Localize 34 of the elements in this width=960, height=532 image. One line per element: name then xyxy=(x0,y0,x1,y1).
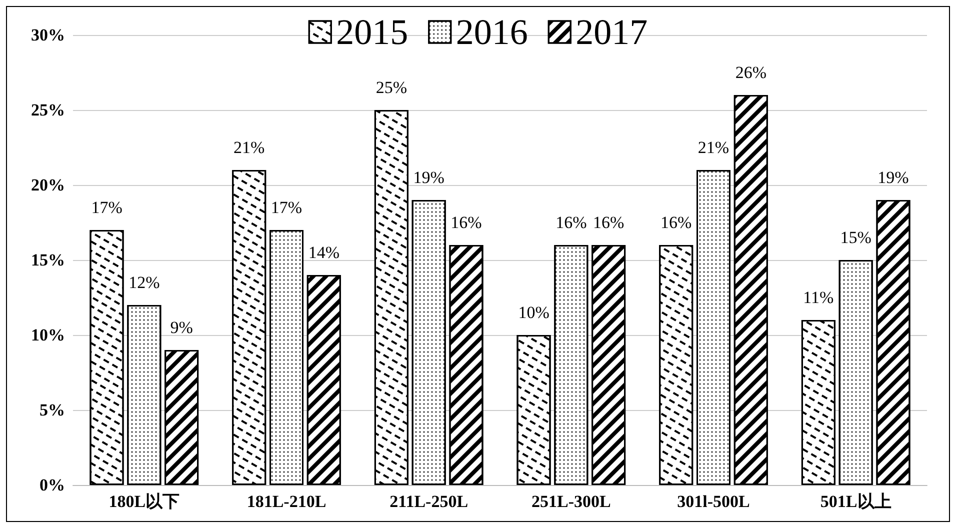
legend-label: 2015 xyxy=(336,12,408,52)
data-label: 11% xyxy=(803,288,834,307)
y-tick-label: 5% xyxy=(40,400,65,420)
data-label: 16% xyxy=(556,213,587,232)
y-tick-label: 0% xyxy=(40,476,65,494)
y-tick-label: 10% xyxy=(31,326,65,344)
legend-label: 2017 xyxy=(576,12,648,52)
y-tick-label: 25% xyxy=(31,100,65,120)
y-tick-label: 30% xyxy=(31,26,65,44)
x-tick-label: 501L以上 xyxy=(820,492,892,511)
data-label: 19% xyxy=(413,168,444,187)
x-tick-label: 211L-250L xyxy=(390,492,468,511)
y-tick-label: 15% xyxy=(31,250,65,270)
data-label: 10% xyxy=(518,303,550,322)
y-tick-label: 20% xyxy=(31,176,65,194)
legend-label: 2016 xyxy=(456,12,528,52)
data-label: 16% xyxy=(450,213,482,232)
x-tick-label: 251L-300L xyxy=(531,492,611,511)
data-label: 17% xyxy=(91,198,122,217)
data-label: 21% xyxy=(234,138,265,157)
data-label: 19% xyxy=(878,168,909,187)
data-label: 21% xyxy=(698,138,730,157)
data-label: 12% xyxy=(128,273,160,292)
data-label: 16% xyxy=(592,213,624,232)
data-label: 25% xyxy=(376,78,408,97)
data-label: 26% xyxy=(735,63,766,82)
x-tick-label: 180L以下 xyxy=(108,492,180,511)
x-tick-label: 301l-500L xyxy=(677,492,750,511)
data-label: 16% xyxy=(660,213,692,232)
data-label: 17% xyxy=(270,198,302,217)
data-label: 14% xyxy=(308,243,340,262)
data-label: 9% xyxy=(170,318,193,337)
x-tick-label: 181L-210L xyxy=(246,492,326,511)
data-label: 15% xyxy=(840,228,872,247)
